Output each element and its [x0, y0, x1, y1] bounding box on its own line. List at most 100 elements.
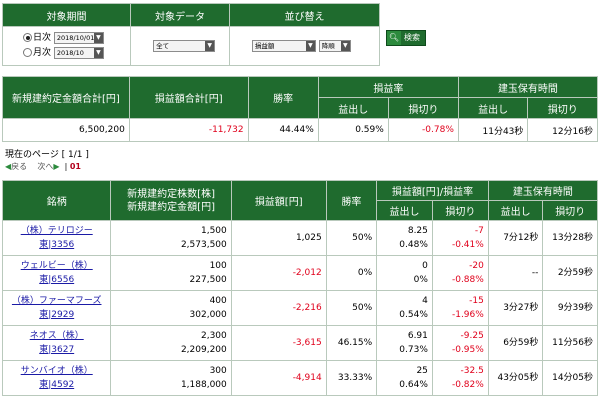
monthly-date-select[interactable]: 2018/10 ▼ — [53, 46, 104, 59]
loss-time-header: 損切り — [527, 97, 598, 119]
stock-name-cell: （株）ファーマフーズ 東|2929 — [1, 290, 112, 326]
search-button[interactable]: 🔍︎ 検索 — [386, 30, 426, 46]
loss-time-cell: 14分05秒 — [542, 360, 598, 396]
stock-name-link[interactable]: サンバイオ（株） — [20, 366, 93, 376]
stock-code-link[interactable]: 東|4592 — [39, 380, 75, 390]
win-cell: 50% — [325, 290, 378, 326]
loss-time-cell: 2分59秒 — [542, 255, 598, 291]
profit-header: 益出し — [317, 97, 389, 119]
qty-amount-cell: 2,300 2,209,200 — [110, 325, 232, 361]
profit-time-cell: 7分12秒 — [487, 220, 544, 256]
pnl-cell: -4,914 — [230, 360, 327, 396]
profit-time-header: 益出し — [487, 200, 544, 221]
stock-code-link[interactable]: 東|6556 — [39, 275, 75, 285]
daily-label: 日次 — [33, 33, 52, 43]
stock-name-cell: ネオス（株） 東|3627 — [1, 325, 112, 361]
daily-radio[interactable] — [23, 33, 32, 42]
stock-name-link[interactable]: ウェルビー（株） — [20, 261, 93, 271]
qty-amount-cell: 1,500 2,573,500 — [110, 220, 232, 256]
next-arrow-icon: ▶ — [53, 162, 60, 171]
monthly-radio[interactable] — [23, 48, 32, 57]
table-row: （株）テリロジー 東|3356 1,500 2,573,500 1,025 50% 8.25… — [1, 220, 598, 256]
sort-select[interactable]: 損益額 ▼ — [251, 40, 316, 52]
qty-amount-cell: 300 1,188,000 — [110, 360, 232, 396]
prev-arrow-icon: ◀ — [5, 162, 12, 171]
qty-amount-cell: 100 227,500 — [110, 255, 232, 291]
chevron-down-icon: ▼ — [205, 41, 215, 51]
stock-name-cell: サンバイオ（株） 東|4592 — [1, 360, 112, 396]
loss-time-cell: 13分28秒 — [542, 220, 598, 256]
summary-table: 新規建約定金額合計[円] 損益額合計[円] 勝率 損益率 建玉保有時間 益出し … — [2, 76, 599, 142]
pnl-cell: -3,615 — [230, 325, 327, 361]
stock-name-cell: （株）テリロジー 東|3356 — [1, 220, 112, 256]
profit-rate-value: 0.59% — [317, 118, 389, 142]
pnl-cell: -2,216 — [230, 290, 327, 326]
sort-header: 並び替え — [228, 3, 381, 27]
stock-code-link[interactable]: 東|3627 — [39, 345, 75, 355]
pnl-cell: 1,025 — [230, 220, 327, 256]
filter-panel: 対象期間 対象データ 並び替え 日次 2018/10/01 ▼ 月次 2018/1… — [1, 3, 381, 66]
profit-cell: 0 0% — [376, 255, 433, 291]
qty-amount-header: 新規建約定株数[株] 新規建約定金額[円] — [110, 180, 232, 221]
current-page: 01 — [69, 162, 81, 171]
stock-code-link[interactable]: 東|3356 — [39, 240, 75, 250]
loss-cell: -9.25 -0.95% — [431, 325, 489, 361]
order-select[interactable]: 降順 ▼ — [318, 40, 351, 52]
win-rate-value: 44.44% — [247, 118, 319, 142]
pnl-header: 損益額[円] — [230, 180, 327, 221]
stock-name-cell: ウェルビー（株） 東|6556 — [1, 255, 112, 291]
stock-table: 銘柄 新規建約定株数[株] 新規建約定金額[円] 損益額[円] 勝率 損益額[円]… — [1, 180, 599, 396]
win-cell: 0% — [325, 255, 378, 291]
profit-time-cell: 6分59秒 — [487, 325, 544, 361]
search-icon: 🔍︎ — [387, 31, 401, 45]
win-header: 勝率 — [325, 180, 378, 221]
win-cell: 50% — [325, 220, 378, 256]
data-header: 対象データ — [130, 3, 230, 27]
loss-cell: -32.5 -0.82% — [431, 360, 489, 396]
win-rate-header: 勝率 — [247, 76, 319, 119]
data-select[interactable]: 全て ▼ — [153, 40, 216, 52]
name-header: 銘柄 — [1, 180, 112, 221]
pnl-cell: -2,012 — [230, 255, 327, 291]
profit-header: 益出し — [376, 200, 433, 221]
loss-time-cell: 11分56秒 — [542, 325, 598, 361]
stock-name-link[interactable]: （株）ファーマフーズ — [11, 296, 102, 306]
profit-cell: 6.91 0.73% — [376, 325, 433, 361]
table-row: ウェルビー（株） 東|6556 100 227,500 -2,012 0% 0 0% -20 -0… — [1, 255, 598, 291]
pnl-total-value: -11,732 — [128, 118, 249, 142]
pnl-rate-header: 損益額[円]/損益率 — [376, 180, 489, 201]
win-cell: 33.33% — [325, 360, 378, 396]
profit-time-cell: 43分05秒 — [487, 360, 544, 396]
chevron-down-icon: ▼ — [340, 41, 350, 51]
loss-cell: -7 -0.41% — [431, 220, 489, 256]
win-cell: 46.15% — [325, 325, 378, 361]
loss-header: 損切り — [431, 200, 489, 221]
profit-time-value: 11分43秒 — [457, 118, 529, 142]
loss-cell: -15 -1.96% — [431, 290, 489, 326]
page-info: 現在のページ [ 1/1 ] — [5, 150, 89, 160]
profit-cell: 4 0.54% — [376, 290, 433, 326]
table-row: サンバイオ（株） 東|4592 300 1,188,000 -4,914 33.33% 25… — [1, 360, 598, 396]
profit-time-header: 益出し — [457, 97, 529, 119]
loss-time-value: 12分16秒 — [527, 118, 598, 142]
loss-cell: -20 -0.88% — [431, 255, 489, 291]
chevron-down-icon: ▼ — [93, 32, 103, 43]
profit-cell: 25 0.64% — [376, 360, 433, 396]
pager: ◀戻る 次へ▶ | 01 — [5, 162, 81, 171]
profit-cell: 8.25 0.48% — [376, 220, 433, 256]
daily-date-select[interactable]: 2018/10/01 ▼ — [53, 31, 104, 44]
chevron-down-icon: ▼ — [93, 47, 103, 58]
hold-time-header: 建玉保有時間 — [457, 76, 599, 98]
stock-name-link[interactable]: ネオス（株） — [29, 331, 84, 341]
chevron-down-icon: ▼ — [305, 41, 315, 51]
total-amount-header: 新規建約定金額合計[円] — [2, 76, 130, 119]
loss-rate-value: -0.78% — [387, 118, 459, 142]
total-amount-value: 6,500,200 — [2, 118, 130, 142]
next-link[interactable]: 次へ — [37, 162, 54, 171]
stock-name-link[interactable]: （株）テリロジー — [20, 226, 93, 236]
pnl-rate-header: 損益率 — [317, 76, 459, 98]
profit-time-cell: -- — [487, 255, 544, 291]
prev-link[interactable]: 戻る — [11, 162, 28, 171]
qty-amount-cell: 400 302,000 — [110, 290, 232, 326]
stock-code-link[interactable]: 東|2929 — [39, 310, 75, 320]
